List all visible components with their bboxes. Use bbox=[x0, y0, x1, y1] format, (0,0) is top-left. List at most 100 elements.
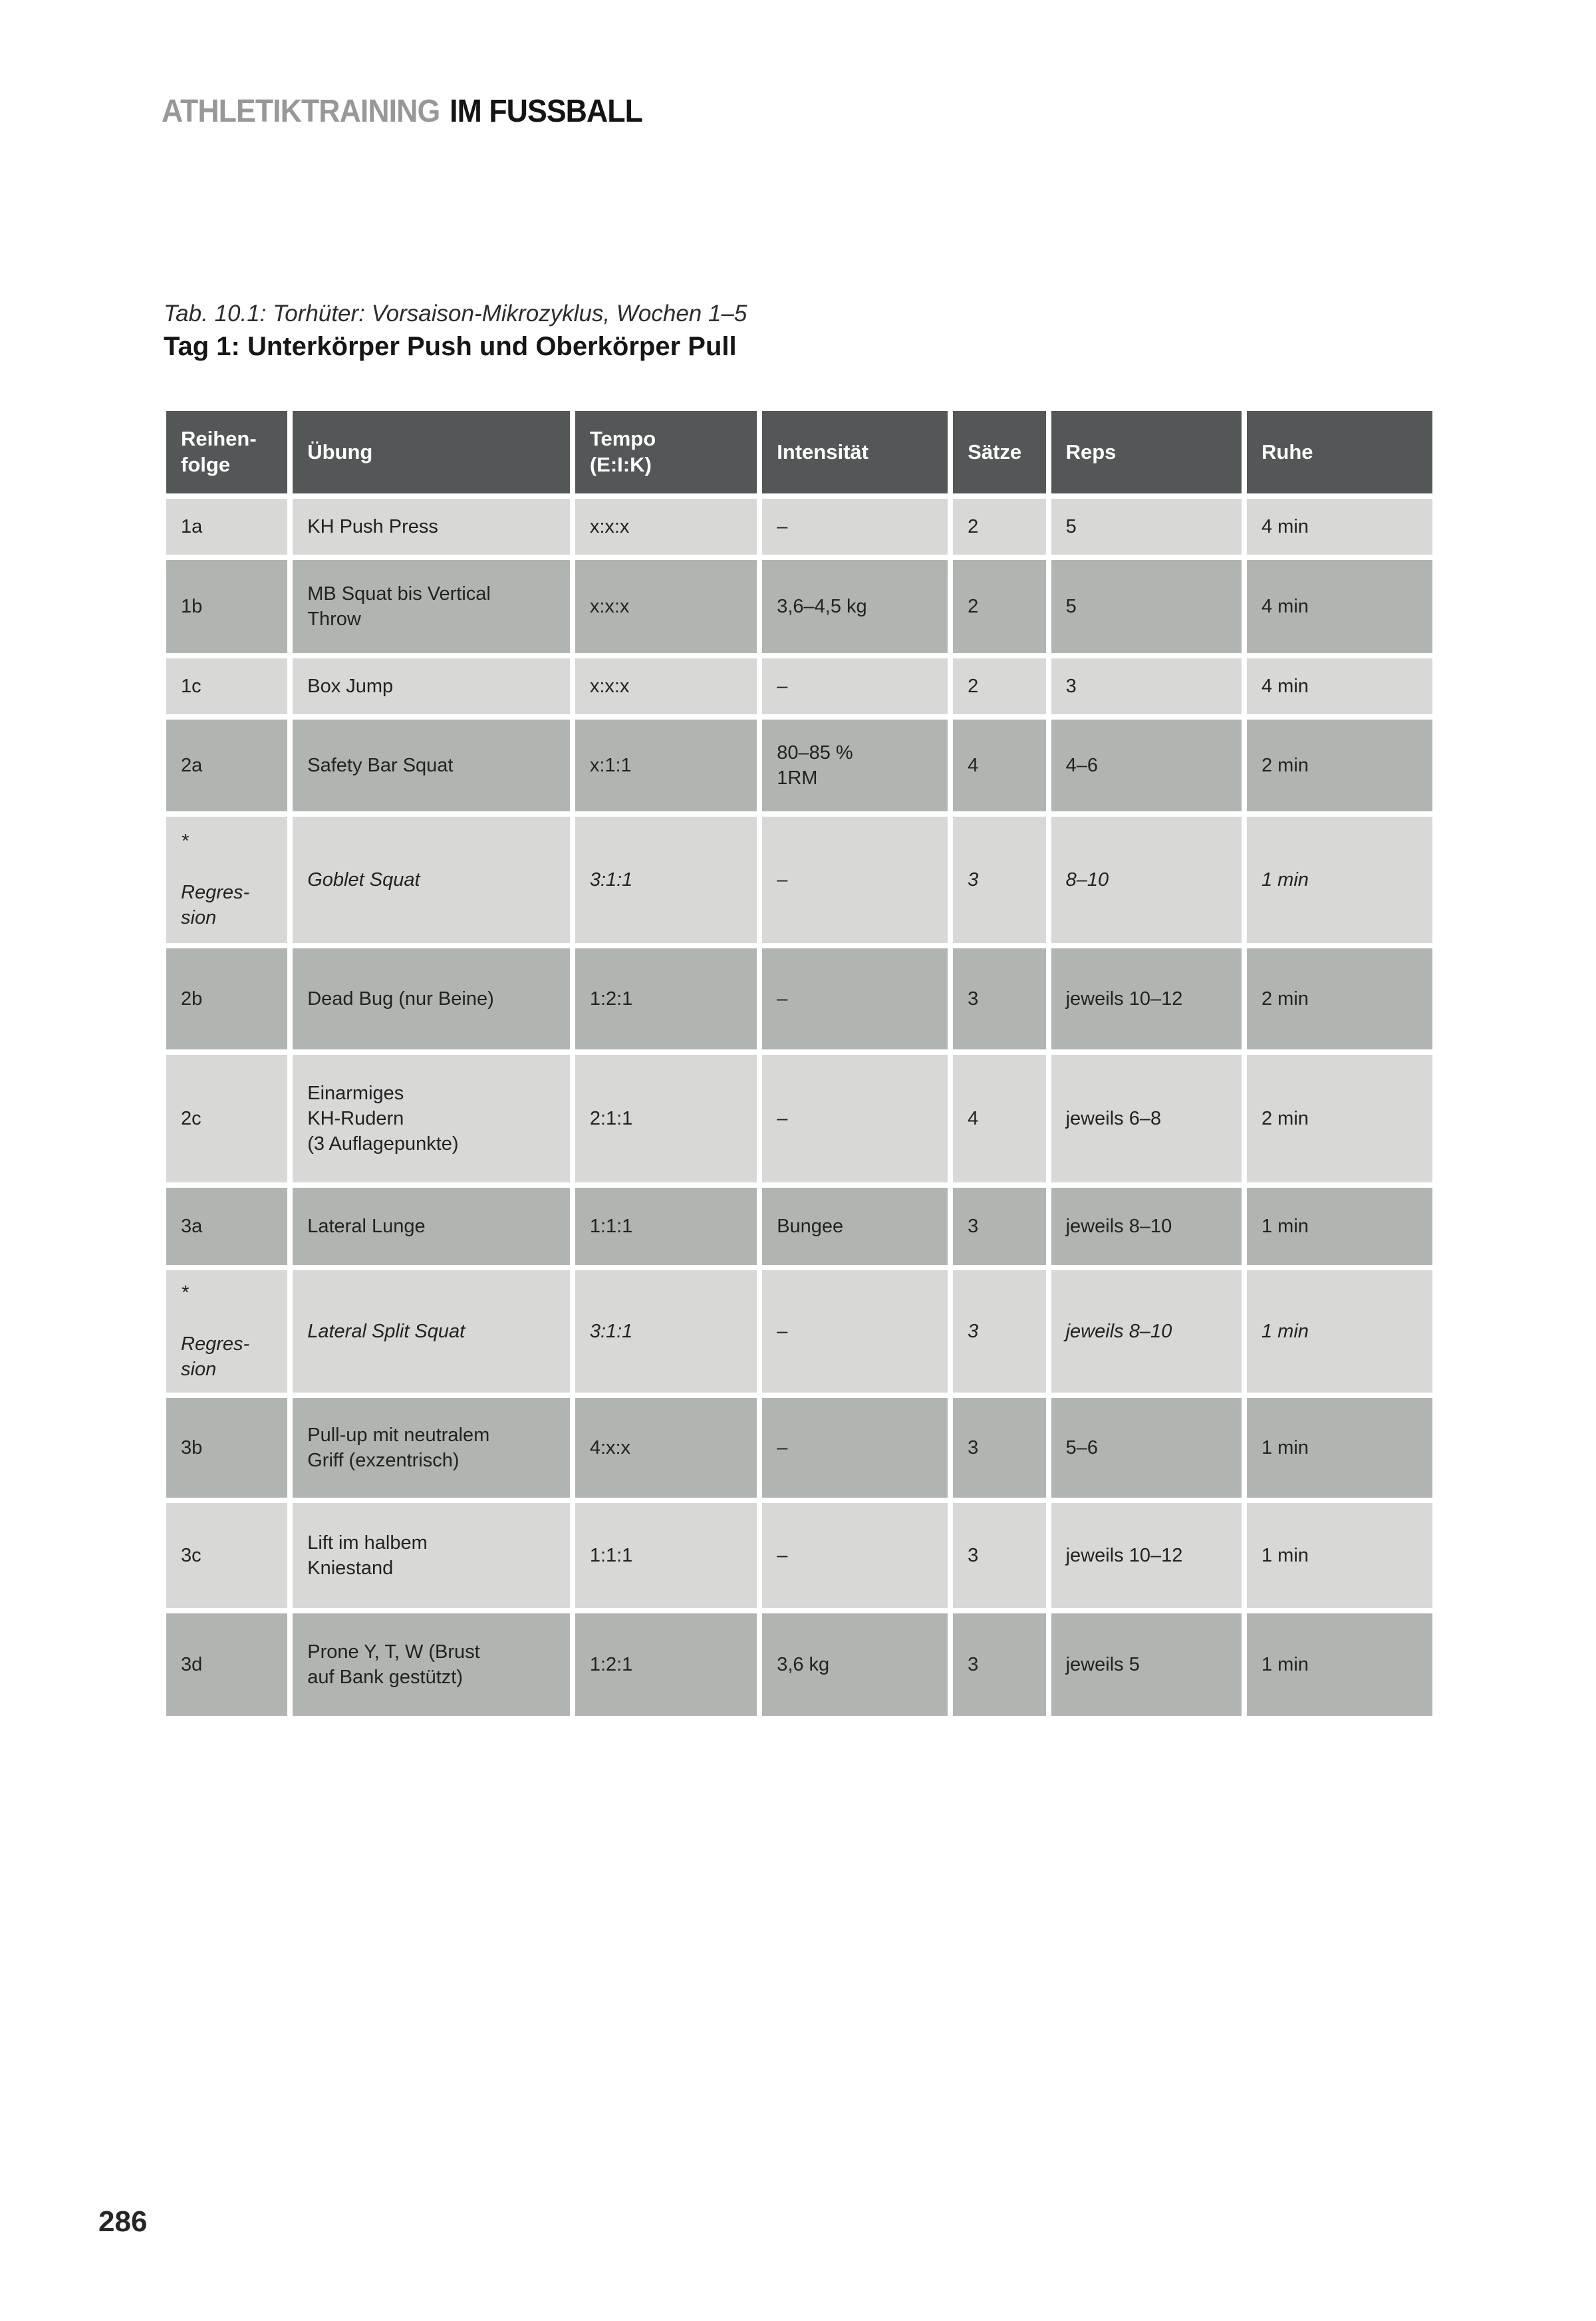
table-header-row: Reihen- folge Übung Tempo (E:I:K) Intens… bbox=[166, 411, 1432, 493]
cell-saetze: 2 bbox=[953, 658, 1046, 714]
running-head-gray: ATHLETIKTRAINING bbox=[162, 94, 440, 129]
cell-uebung: Goblet Squat bbox=[293, 817, 570, 943]
cell-saetze: 3 bbox=[953, 1613, 1046, 1716]
cell-saetze: 4 bbox=[953, 720, 1046, 811]
cell-intensitaet: – bbox=[762, 1055, 948, 1182]
cell-uebung: Einarmiges KH-Rudern (3 Auflagepunkte) bbox=[293, 1055, 570, 1182]
col-header-reps: Reps bbox=[1051, 411, 1242, 493]
cell-order: 3c bbox=[166, 1503, 288, 1608]
cell-ruhe: 1 min bbox=[1247, 1613, 1432, 1716]
cell-order: 1c bbox=[166, 658, 288, 714]
cell-order: 3a bbox=[166, 1188, 288, 1265]
col-header-tempo: Tempo (E:I:K) bbox=[575, 411, 757, 493]
cell-tempo: x:x:x bbox=[575, 560, 757, 653]
cell-saetze: 3 bbox=[953, 1188, 1046, 1265]
cell-intensitaet: Bungee bbox=[762, 1188, 948, 1265]
cell-ruhe: 2 min bbox=[1247, 720, 1432, 811]
cell-tempo: x:1:1 bbox=[575, 720, 757, 811]
table-row: 1a KH Push Press x:x:x – 2 5 4 min bbox=[166, 499, 1432, 555]
col-header-intensitaet: Intensität bbox=[762, 411, 948, 493]
cell-order: 3d bbox=[166, 1613, 288, 1716]
cell-tempo: 1:1:1 bbox=[575, 1503, 757, 1608]
table-caption: Tab. 10.1: Torhüter: Vorsaison-Mikrozykl… bbox=[164, 301, 747, 327]
cell-uebung: Safety Bar Squat bbox=[293, 720, 570, 811]
cell-reps: 5 bbox=[1051, 499, 1242, 555]
training-table: Reihen- folge Übung Tempo (E:I:K) Intens… bbox=[161, 406, 1438, 1721]
cell-reps: jeweils 10–12 bbox=[1051, 1503, 1242, 1608]
cell-saetze: 3 bbox=[953, 1398, 1046, 1498]
cell-uebung: Lateral Split Squat bbox=[293, 1270, 570, 1393]
cell-saetze: 3 bbox=[953, 1270, 1046, 1393]
cell-uebung: Dead Bug (nur Beine) bbox=[293, 948, 570, 1049]
cell-reps: jeweils 6–8 bbox=[1051, 1055, 1242, 1182]
cell-intensitaet: – bbox=[762, 658, 948, 714]
table-row: 2a Safety Bar Squat x:1:1 80–85 % 1RM 4 … bbox=[166, 720, 1432, 811]
table-row-regression: * Regres- sion Goblet Squat 3:1:1 – 3 8–… bbox=[166, 817, 1432, 943]
cell-uebung: Lateral Lunge bbox=[293, 1188, 570, 1265]
cell-tempo: 3:1:1 bbox=[575, 817, 757, 943]
cell-order: 2b bbox=[166, 948, 288, 1049]
col-header-ruhe: Ruhe bbox=[1247, 411, 1432, 493]
cell-order: 1a bbox=[166, 499, 288, 555]
cell-ruhe: 2 min bbox=[1247, 948, 1432, 1049]
running-head-black: IM FUSSBALL bbox=[450, 94, 643, 129]
cell-tempo: 1:2:1 bbox=[575, 1613, 757, 1716]
cell-ruhe: 1 min bbox=[1247, 1270, 1432, 1393]
cell-saetze: 3 bbox=[953, 1503, 1046, 1608]
cell-tempo: 3:1:1 bbox=[575, 1270, 757, 1393]
cell-intensitaet: – bbox=[762, 1398, 948, 1498]
cell-uebung: Lift im halbem Kniestand bbox=[293, 1503, 570, 1608]
cell-tempo: 1:2:1 bbox=[575, 948, 757, 1049]
cell-ruhe: 1 min bbox=[1247, 1503, 1432, 1608]
cell-ruhe: 1 min bbox=[1247, 1398, 1432, 1498]
col-header-saetze: Sätze bbox=[953, 411, 1046, 493]
cell-order: 3b bbox=[166, 1398, 288, 1498]
col-header-uebung: Übung bbox=[293, 411, 570, 493]
cell-reps: 5 bbox=[1051, 560, 1242, 653]
cell-reps: 4–6 bbox=[1051, 720, 1242, 811]
cell-intensitaet: 3,6–4,5 kg bbox=[762, 560, 948, 653]
table-row-regression: * Regres- sion Lateral Split Squat 3:1:1… bbox=[166, 1270, 1432, 1393]
page-number: 286 bbox=[98, 2205, 148, 2238]
cell-saetze: 4 bbox=[953, 1055, 1046, 1182]
cell-intensitaet: – bbox=[762, 1503, 948, 1608]
cell-intensitaet: 3,6 kg bbox=[762, 1613, 948, 1716]
cell-tempo: 4:x:x bbox=[575, 1398, 757, 1498]
cell-saetze: 2 bbox=[953, 560, 1046, 653]
table-title: Tag 1: Unterkörper Push und Oberkörper P… bbox=[164, 332, 737, 361]
cell-ruhe: 1 min bbox=[1247, 817, 1432, 943]
cell-tempo: x:x:x bbox=[575, 658, 757, 714]
cell-order: 2c bbox=[166, 1055, 288, 1182]
cell-uebung: MB Squat bis Vertical Throw bbox=[293, 560, 570, 653]
cell-reps: 3 bbox=[1051, 658, 1242, 714]
table-row: 3b Pull-up mit neutralem Griff (exzentri… bbox=[166, 1398, 1432, 1498]
table-row: 1b MB Squat bis Vertical Throw x:x:x 3,6… bbox=[166, 560, 1432, 653]
cell-uebung: Box Jump bbox=[293, 658, 570, 714]
table-row: 3a Lateral Lunge 1:1:1 Bungee 3 jeweils … bbox=[166, 1188, 1432, 1265]
cell-order: 2a bbox=[166, 720, 288, 811]
col-header-reihenfolge: Reihen- folge bbox=[166, 411, 288, 493]
cell-tempo: 1:1:1 bbox=[575, 1188, 757, 1265]
cell-intensitaet: – bbox=[762, 948, 948, 1049]
cell-saetze: 3 bbox=[953, 948, 1046, 1049]
cell-tempo: 2:1:1 bbox=[575, 1055, 757, 1182]
table-row: 3c Lift im halbem Kniestand 1:1:1 – 3 je… bbox=[166, 1503, 1432, 1608]
cell-reps: jeweils 5 bbox=[1051, 1613, 1242, 1716]
cell-saetze: 2 bbox=[953, 499, 1046, 555]
cell-ruhe: 1 min bbox=[1247, 1188, 1432, 1265]
cell-intensitaet: – bbox=[762, 1270, 948, 1393]
cell-reps: jeweils 10–12 bbox=[1051, 948, 1242, 1049]
table-row: 2c Einarmiges KH-Rudern (3 Auflagepunkte… bbox=[166, 1055, 1432, 1182]
cell-intensitaet: 80–85 % 1RM bbox=[762, 720, 948, 811]
cell-tempo: x:x:x bbox=[575, 499, 757, 555]
running-head: ATHLETIKTRAINING IM FUSSBALL bbox=[162, 93, 643, 130]
cell-ruhe: 4 min bbox=[1247, 499, 1432, 555]
cell-reps: jeweils 8–10 bbox=[1051, 1270, 1242, 1393]
table-row: 2b Dead Bug (nur Beine) 1:2:1 – 3 jeweil… bbox=[166, 948, 1432, 1049]
cell-reps: jeweils 8–10 bbox=[1051, 1188, 1242, 1265]
cell-intensitaet: – bbox=[762, 817, 948, 943]
cell-uebung: Pull-up mit neutralem Griff (exzentrisch… bbox=[293, 1398, 570, 1498]
cell-reps: 5–6 bbox=[1051, 1398, 1242, 1498]
cell-intensitaet: – bbox=[762, 499, 948, 555]
